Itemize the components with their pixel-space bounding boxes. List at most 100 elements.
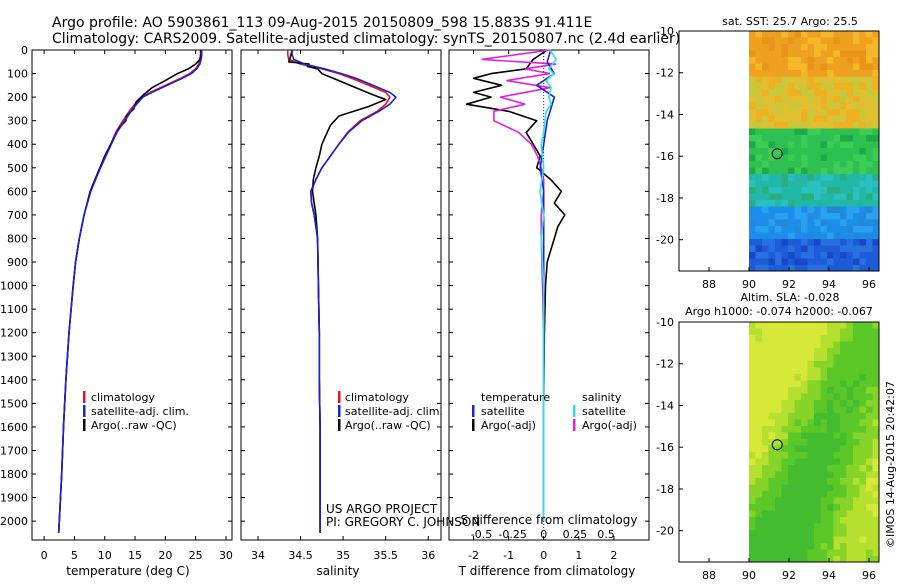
map-cell <box>840 465 847 472</box>
map-cell <box>749 341 756 349</box>
map-cell <box>840 556 847 563</box>
map-cell <box>755 439 763 446</box>
map-cell <box>872 232 880 240</box>
map-cell <box>762 465 769 472</box>
map-cell <box>788 70 795 77</box>
map-cell <box>866 128 873 136</box>
map-cell <box>859 122 867 129</box>
map-cell <box>807 413 815 420</box>
map-cell <box>820 400 828 407</box>
map-cell <box>846 400 854 407</box>
map-cell <box>846 387 854 394</box>
map-cell <box>853 89 860 97</box>
map-cell <box>853 115 860 123</box>
map-cell <box>801 452 808 459</box>
map-cell <box>794 128 802 136</box>
map-cell <box>814 439 821 446</box>
map-cell <box>853 354 860 362</box>
map-cell <box>801 89 808 97</box>
map-cell <box>853 135 860 142</box>
map-cell <box>853 478 860 485</box>
map-cell <box>801 536 808 544</box>
map-cell <box>755 167 763 175</box>
map-cell <box>768 70 776 77</box>
map-cell <box>833 154 841 162</box>
map-cell <box>807 245 815 253</box>
map-cell <box>794 322 802 329</box>
map-cell <box>872 419 880 427</box>
map-cell <box>788 57 795 64</box>
map-cell <box>833 128 841 136</box>
map-cell <box>755 380 763 388</box>
map-cell <box>807 89 815 97</box>
map-cell <box>755 122 763 129</box>
map-cell <box>846 161 854 168</box>
map-cell <box>866 543 873 550</box>
map-cell <box>775 232 782 240</box>
salinity-plot-layer: 34 34.5 35 35.5 36 <box>241 49 441 562</box>
map-cell <box>794 31 802 38</box>
map-cell <box>807 193 815 201</box>
map-cell <box>853 102 860 110</box>
map-cell <box>872 180 880 188</box>
map-cell <box>794 265 802 272</box>
series-line-satellite <box>291 50 397 533</box>
map-cell <box>846 141 854 149</box>
map-cell <box>833 393 841 401</box>
map-cell <box>866 413 873 420</box>
map-cell <box>827 102 834 110</box>
map-cell <box>820 161 828 168</box>
temperature-panel <box>31 49 233 541</box>
map-cell <box>814 543 821 550</box>
map-cell <box>840 63 847 71</box>
map-cell <box>768 530 776 537</box>
map-cell <box>853 167 860 175</box>
map-cell <box>755 322 763 329</box>
map-cell <box>775 348 782 355</box>
legend-t-satellite: satellite <box>481 405 525 418</box>
map-cell <box>788 361 795 368</box>
map-cell <box>833 70 841 77</box>
map-cell <box>768 187 776 194</box>
map-cell <box>788 258 795 266</box>
map-cell <box>827 536 834 544</box>
map-cell <box>781 393 789 401</box>
map-cell <box>853 510 860 518</box>
map-cell <box>866 89 873 97</box>
map-cell <box>807 63 815 71</box>
map-cell <box>814 504 821 511</box>
map-cell <box>755 504 763 511</box>
map-cell <box>820 213 828 220</box>
map-cell <box>827 148 834 155</box>
map-cell <box>768 406 776 414</box>
map-cell <box>827 484 834 492</box>
map-cell <box>775 504 782 511</box>
map-cell <box>794 70 802 77</box>
map-cell <box>827 265 834 272</box>
map-cell <box>820 374 828 381</box>
map-cell <box>872 543 880 550</box>
map-cell <box>820 76 828 84</box>
map-cell <box>788 31 795 38</box>
map-cell <box>853 491 860 498</box>
map-cell <box>768 141 776 149</box>
map-cell <box>840 265 847 272</box>
map-cell <box>788 206 795 214</box>
map-cell <box>866 200 873 207</box>
map-cell <box>749 167 756 175</box>
map-cell <box>840 406 847 414</box>
map-cell <box>801 50 808 58</box>
map-cell <box>872 219 880 227</box>
map-cell <box>833 252 841 259</box>
map-cell <box>866 135 873 142</box>
map-cell <box>872 361 880 368</box>
map-cell <box>872 549 880 557</box>
map-cell <box>820 367 828 375</box>
map-cell <box>827 491 834 498</box>
map-cell <box>755 348 763 355</box>
map-cell <box>749 413 756 420</box>
map-cell <box>788 265 795 272</box>
map-cell <box>859 419 867 427</box>
map-cell <box>762 400 769 407</box>
map-cell <box>840 445 847 453</box>
